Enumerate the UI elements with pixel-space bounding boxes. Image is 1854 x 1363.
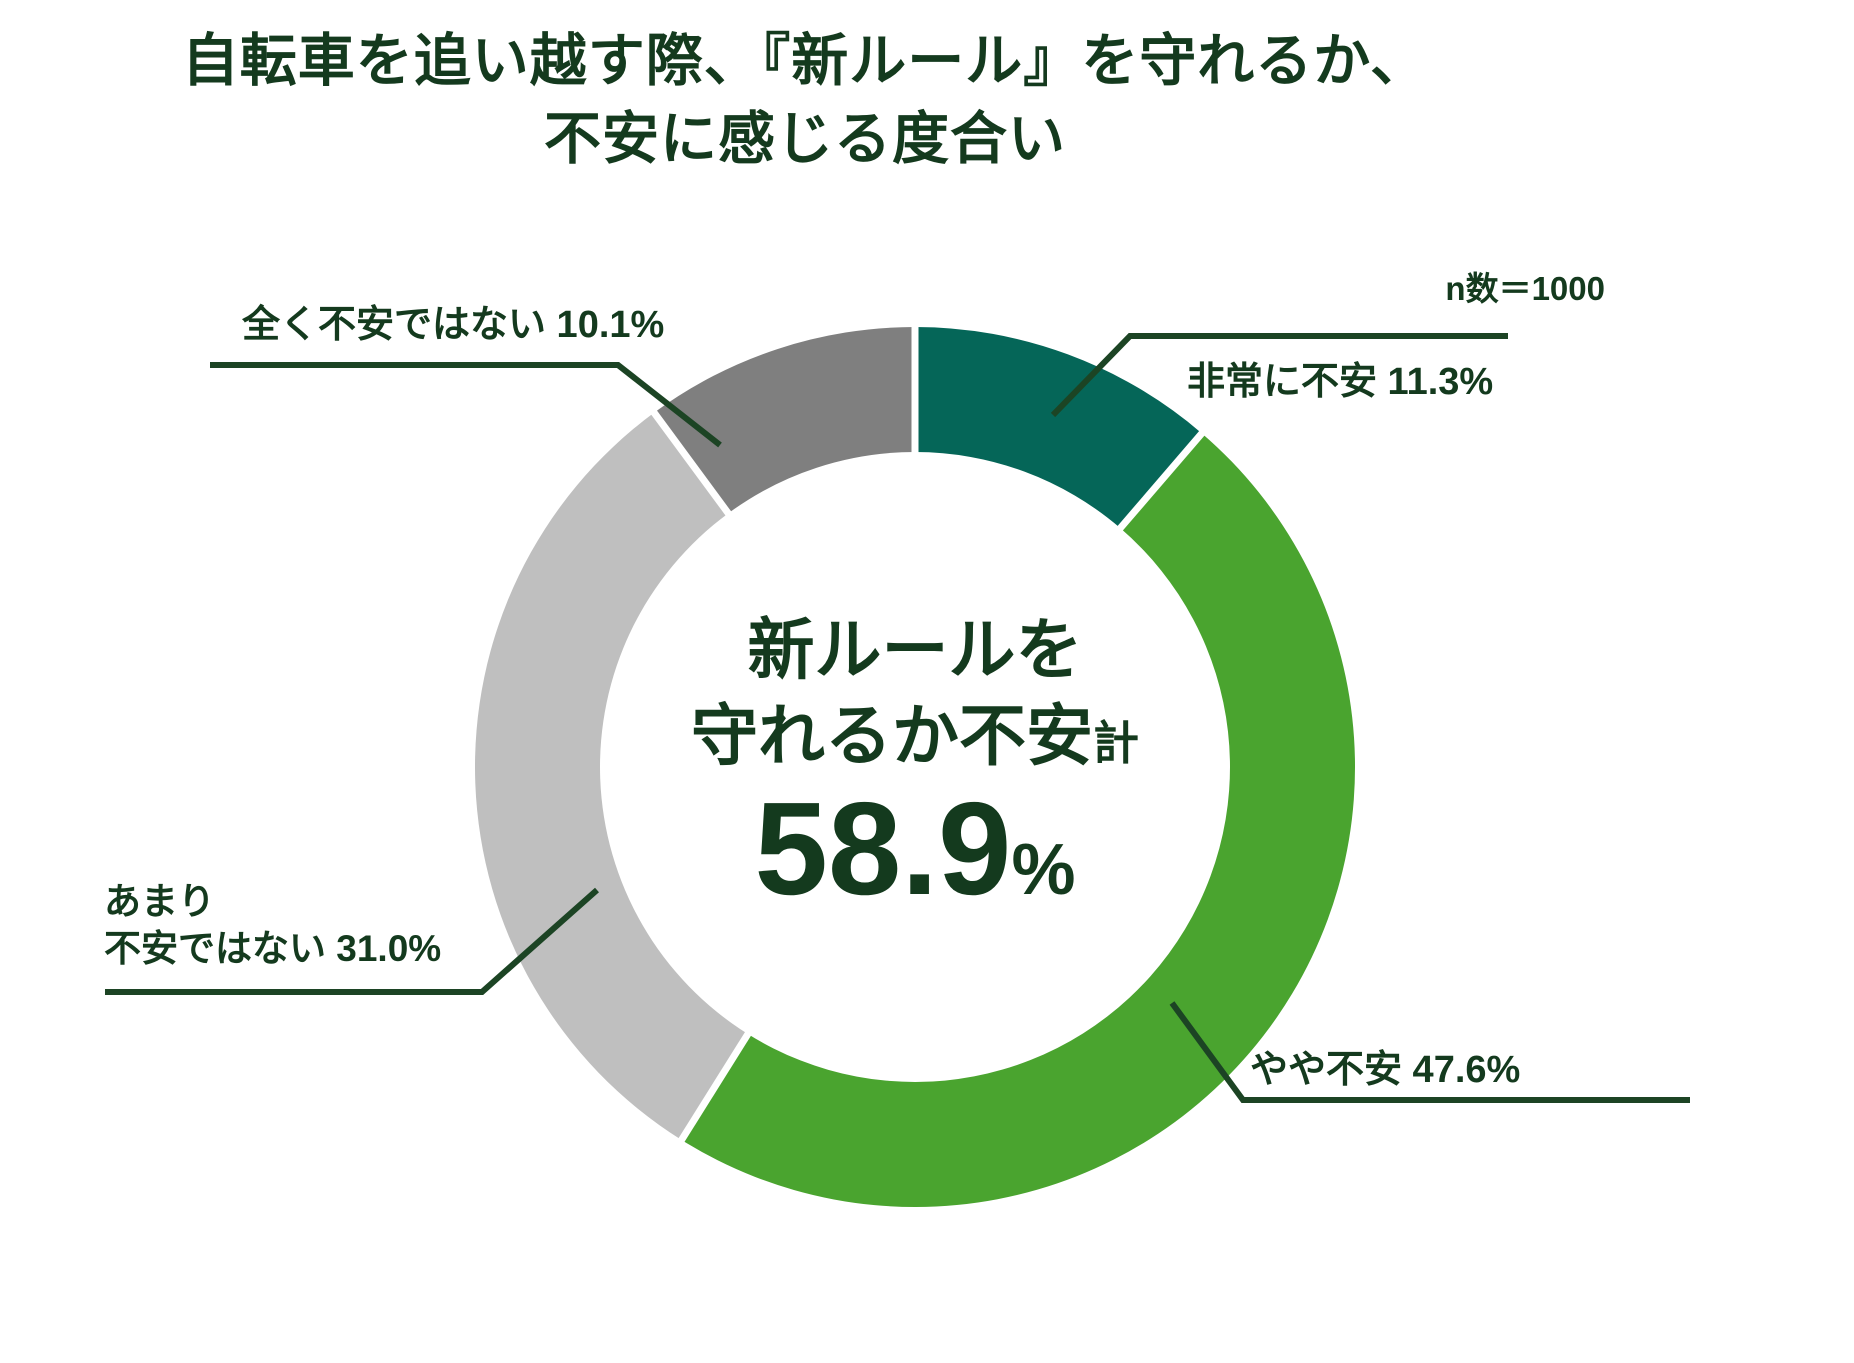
chart-title-line2: 不安に感じる度合い xyxy=(544,107,1066,171)
leader-line-somewhat-anxious xyxy=(1169,1001,1690,1103)
segment-very-anxious xyxy=(915,327,1202,529)
gap-line-2 xyxy=(677,1029,753,1145)
chart-title: 自転車を追い越す際、『新ルール』を守れるか、 不安に感じる度合い xyxy=(0,22,1610,178)
gap-line-1 xyxy=(1115,428,1207,533)
donut-segments xyxy=(474,327,1356,1208)
callout-label-not-very-anxious: あまり 不安ではない 31.0% xyxy=(104,878,441,972)
callout-label-not-at-all-anxious: 全く不安ではない 10.1% xyxy=(242,304,665,346)
segment-not-very-anxious xyxy=(474,412,748,1140)
leader-line-very-anxious xyxy=(1050,333,1508,418)
leader-line-not-at-all-anxious xyxy=(210,362,722,448)
sample-size-label: n数＝1000 xyxy=(1445,270,1605,307)
chart-title-line1: 自転車を追い越す際、『新ルール』を守れるか、 xyxy=(181,29,1429,93)
leader-line-not-very-anxious xyxy=(105,887,599,995)
center-label-line2: 守れるか不安計 xyxy=(691,699,1139,774)
callout-label-not-very-anxious-line1: あまり xyxy=(104,881,215,922)
percent-sign: % xyxy=(1011,830,1076,910)
center-label-line1: 新ルールを xyxy=(747,613,1083,688)
callout-label-somewhat-anxious: やや不安 47.6% xyxy=(1250,1049,1521,1091)
segment-somewhat-anxious xyxy=(681,433,1356,1208)
center-label-suffix: 計 xyxy=(1093,717,1139,769)
callout-label-not-very-anxious-line2: 不安ではない 31.0% xyxy=(104,928,442,969)
segment-gap-lines xyxy=(649,324,1207,1145)
gap-line-3 xyxy=(649,408,733,518)
donut-center-text: 新ルールを 守れるか不安計 58.9% xyxy=(595,608,1235,955)
center-total-value: 58.9% xyxy=(754,775,1076,922)
callout-label-very-anxious: 非常に不安 11.3% xyxy=(1187,361,1494,403)
segment-not-at-all-anxious xyxy=(654,327,915,514)
